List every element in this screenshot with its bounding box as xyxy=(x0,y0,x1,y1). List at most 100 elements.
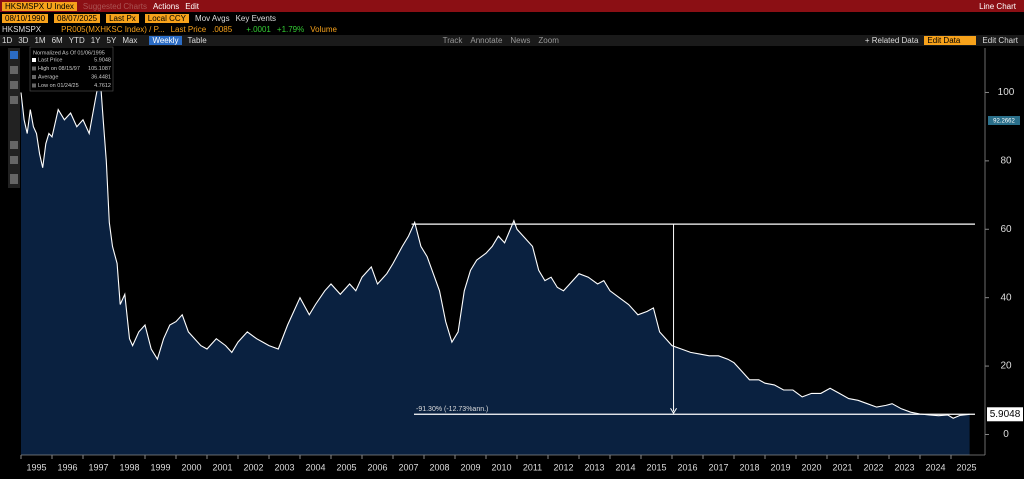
legend-value: 5.9048 xyxy=(94,57,111,63)
frequency[interactable]: Weekly xyxy=(149,36,182,45)
y-tick-label: 60 xyxy=(1000,224,1012,235)
x-tick-label: 2000 xyxy=(181,462,201,472)
x-tick-label: 2005 xyxy=(336,462,356,472)
legend-label: Low on 01/24/25 xyxy=(38,83,79,89)
x-tick-label: 1996 xyxy=(57,462,77,472)
y-tick-label: 80 xyxy=(1000,156,1012,167)
edit-data[interactable]: Edit Data xyxy=(924,36,977,45)
volume: Volume xyxy=(310,25,337,34)
x-tick-label: 2013 xyxy=(584,462,604,472)
x-tick-label: 2011 xyxy=(523,462,542,472)
legend-value: 36.4481 xyxy=(91,74,111,80)
change: +.0001 xyxy=(246,25,271,34)
x-tick-label: 2016 xyxy=(677,462,697,472)
legend-swatch xyxy=(32,75,36,79)
x-tick-label: 2025 xyxy=(956,462,976,472)
annotation-text: -91.30% (-12.73%ann.) xyxy=(416,406,488,413)
range-buttons: 1D 3D 1M 6M YTD 1Y 5Y Max xyxy=(2,36,143,45)
ticker[interactable]: HKSMSPX U Index xyxy=(2,1,77,11)
start-date[interactable]: 08/10/1990 xyxy=(2,13,49,23)
legend-value: 105.1087 xyxy=(88,66,111,72)
x-tick-label: 2001 xyxy=(212,462,232,472)
x-tick-label: 2004 xyxy=(305,462,325,472)
security: HKSMSPX xyxy=(2,25,42,34)
security-bar: HKSMSPX PR005(MXHKSC Index) / P... Last … xyxy=(0,24,1024,35)
tool-icon[interactable] xyxy=(10,96,18,104)
tools: Track Annotate News Zoom xyxy=(443,36,567,45)
legend-box xyxy=(29,46,114,92)
side-tag-box xyxy=(988,116,1020,125)
x-tick-label: 2009 xyxy=(460,462,480,472)
tool-icon[interactable] xyxy=(10,66,18,74)
tool-icon[interactable] xyxy=(10,81,18,89)
tool-button[interactable]: Zoom xyxy=(538,36,559,45)
line xyxy=(20,74,970,419)
x-tick-label: 2007 xyxy=(398,462,418,472)
tool-icon[interactable] xyxy=(10,156,18,164)
range-button[interactable]: 1D xyxy=(2,36,13,45)
legend-swatch xyxy=(32,83,36,88)
legend-title: Normalized As Of 01/06/1995 xyxy=(33,50,105,56)
mov-avgs[interactable]: Mov Avgs xyxy=(195,13,230,23)
tool-icon[interactable] xyxy=(10,51,18,59)
legend-value: 4.7612 xyxy=(94,83,111,89)
x-tick-label: 2015 xyxy=(646,462,666,472)
x-tick-label: 1999 xyxy=(150,462,170,472)
tool-icon[interactable] xyxy=(10,174,18,184)
y-tick-label: 0 xyxy=(1003,429,1009,440)
x-tick-label: 2010 xyxy=(491,462,511,472)
x-tick-label: 2022 xyxy=(863,462,883,472)
range-button[interactable]: Max xyxy=(122,36,138,45)
key-events[interactable]: Key Events xyxy=(235,13,277,23)
tool-button[interactable]: Annotate xyxy=(470,36,503,45)
range-bar: 1D 3D 1M 6M YTD 1Y 5Y Max Weekly Table Track Ann… xyxy=(0,35,1024,46)
related-data[interactable]: + Related Data xyxy=(864,36,919,45)
side-tag: 92.2662 xyxy=(993,119,1015,125)
legend-swatch xyxy=(32,66,36,71)
actions-menu[interactable]: Actions xyxy=(152,1,180,11)
x-tick-label: 2006 xyxy=(367,462,387,472)
area xyxy=(21,75,970,455)
y-tick-label: 20 xyxy=(1000,361,1012,372)
x-tick-label: 2017 xyxy=(708,462,728,472)
x-tick-label: 2018 xyxy=(739,462,759,472)
x-tick-label: 2020 xyxy=(801,462,821,472)
x-tick-label: 1998 xyxy=(119,462,139,472)
suggested-charts[interactable]: Suggested Charts xyxy=(82,1,147,11)
legend-label: Last Price xyxy=(38,57,62,63)
range-button[interactable]: 3D xyxy=(18,36,29,45)
x-tick-label: 2012 xyxy=(553,462,573,472)
range-button[interactable]: 5Y xyxy=(106,36,117,45)
legend-label: Average xyxy=(38,74,58,80)
x-tick-label: 2019 xyxy=(770,462,790,472)
table-button[interactable]: Table xyxy=(187,36,207,45)
range-button[interactable]: 1M xyxy=(34,36,46,45)
last-price-label: Last Price xyxy=(170,25,207,34)
x-tick-label: 2024 xyxy=(925,462,945,472)
range-button[interactable]: YTD xyxy=(68,36,85,45)
edit-menu[interactable]: Edit xyxy=(185,1,199,11)
title-bar: HKSMSPX U Index Suggested Charts Actions… xyxy=(0,0,1024,12)
tool-icon[interactable] xyxy=(10,141,18,149)
x-tick-label: 2003 xyxy=(274,462,294,472)
last-price: .0085 xyxy=(212,25,233,34)
chart: 0 20 40 60 80 100 1995 1996 1997 1998 1999 2000 2001… xyxy=(8,46,1023,472)
chart-kind: Line Chart xyxy=(979,1,1016,11)
currency[interactable]: Local CCY xyxy=(144,13,190,23)
y-tick-label: 100 xyxy=(998,87,1015,98)
tool-button[interactable]: Track xyxy=(442,36,463,45)
range-button[interactable]: 1Y xyxy=(90,36,101,45)
x-tick-label: 1995 xyxy=(26,462,46,472)
edit-chart[interactable]: Edit Chart xyxy=(982,36,1018,45)
field[interactable]: Last Px xyxy=(106,13,139,23)
end-date[interactable]: 08/07/2025 xyxy=(54,13,101,23)
tool-button[interactable]: News xyxy=(510,36,531,45)
x-tick-label: 2021 xyxy=(832,462,852,472)
annotation-arrowhead xyxy=(670,408,677,415)
y-tick-label: 40 xyxy=(1000,292,1012,303)
range-button[interactable]: 6M xyxy=(51,36,63,45)
legend-swatch xyxy=(32,58,36,62)
x-tick-label: 1997 xyxy=(88,462,108,472)
relative: PR005(MXHKSC Index) / P... xyxy=(61,25,165,34)
